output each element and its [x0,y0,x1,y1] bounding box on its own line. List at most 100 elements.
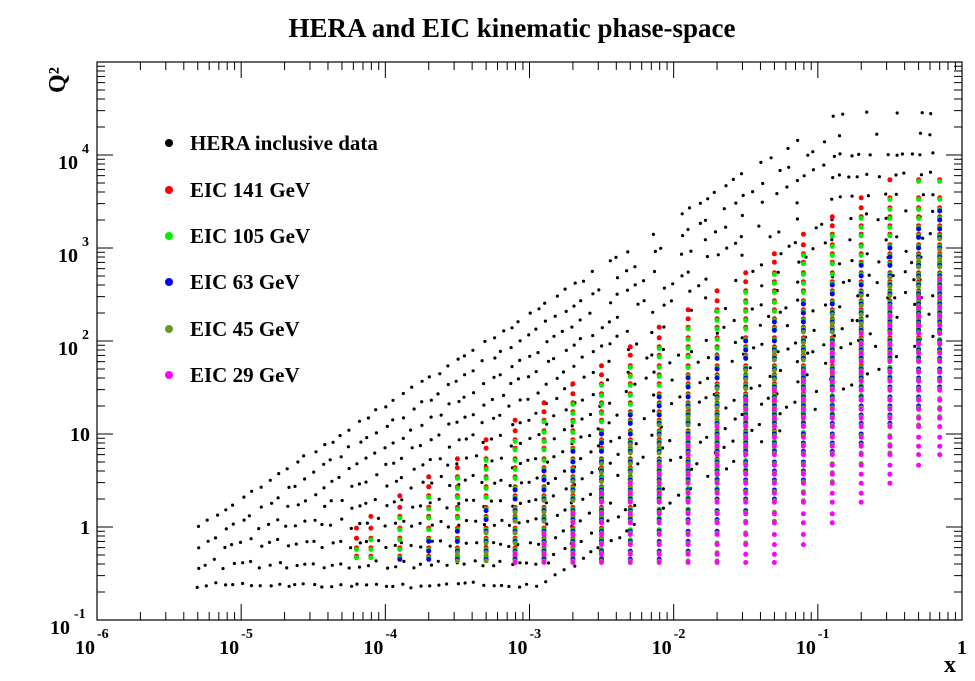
legend-label: EIC 45 GeV [190,317,300,341]
hera-point [582,375,586,379]
hera-point [314,450,318,454]
eic-point [541,429,547,435]
hera-point [811,150,815,154]
hera-point [616,452,620,456]
hera-point [645,356,649,360]
hera-point [320,585,324,589]
eic-point [829,341,835,347]
eic-point [627,511,633,517]
hera-point [659,246,663,250]
hera-point [820,222,824,226]
hera-point [303,477,307,481]
eic-point [887,275,893,281]
hera-point [401,416,406,420]
hera-point [242,518,246,522]
eic-point [570,429,576,435]
axis-ticks [96,62,962,621]
hera-point [412,467,416,471]
hera-point [492,584,496,588]
eic-point [714,288,720,294]
eic-point [858,350,864,356]
eic-point [937,350,943,356]
eic-point [937,294,943,300]
hera-point [462,395,466,399]
eic-point [368,537,374,543]
eic-point [771,280,777,286]
hera-point [429,438,433,442]
hera-point [322,486,326,490]
hera-point [418,521,422,525]
hera-point [492,416,496,420]
hera-point [608,401,612,405]
hera-point [633,503,637,508]
hera-point [399,456,404,460]
eic-point [570,520,576,526]
hera-point [750,428,754,432]
eic-point [800,252,806,258]
hera-point [402,519,406,523]
hera-point [339,455,343,459]
eic-point [937,387,943,393]
eic-point [800,280,806,286]
hera-point [608,342,612,346]
hera-point [418,562,422,566]
hera-point [393,543,397,548]
eic-point [829,301,835,307]
hera-point [625,288,630,292]
eic-point [599,401,604,407]
hera-point [527,333,531,337]
eic-point [858,378,864,384]
eic-point [426,474,432,480]
hera-point [600,344,604,348]
hera-point [581,497,585,501]
eic-point [937,322,943,328]
hera-point [331,440,335,444]
eic-point [858,321,864,327]
hera-point [591,334,595,338]
eic-point [541,542,547,548]
hera-point [421,463,425,467]
eic-point [685,326,691,332]
hera-point [373,451,377,455]
eic-point [800,462,806,468]
hera-point [257,566,261,570]
hera-point [767,314,771,318]
hera-point [607,320,612,324]
hera-point [492,541,496,545]
eic-point [570,542,576,548]
eic-point [829,471,835,477]
eic-point [887,350,893,356]
hera-point [877,260,881,264]
hera-point [678,395,682,399]
hera-point [776,350,780,354]
hera-point [625,529,629,533]
hera-point [877,367,881,371]
hera-point [624,389,628,394]
hera-point [278,582,282,586]
eic-point [714,520,720,526]
hera-point [455,420,459,424]
hera-point [412,566,416,570]
eic-point [887,480,893,486]
hera-point [578,318,582,322]
hera-point [394,565,398,569]
eic-point [800,271,806,277]
hera-point [813,407,817,411]
hera-point [418,444,422,448]
hera-point [895,235,899,239]
eic-point [512,417,518,423]
eic-point [541,409,547,415]
eic-point [656,382,662,388]
eic-point [858,262,864,268]
eic-point [887,341,893,347]
eic-point [714,511,720,517]
hera-point [455,462,459,466]
eic-point [656,462,662,468]
hera-point [526,458,530,462]
hera-point [734,201,738,205]
hera-point [570,325,574,329]
hera-point [482,523,487,527]
hera-point [232,561,236,566]
hera-point [546,481,550,485]
hera-point [204,584,208,588]
